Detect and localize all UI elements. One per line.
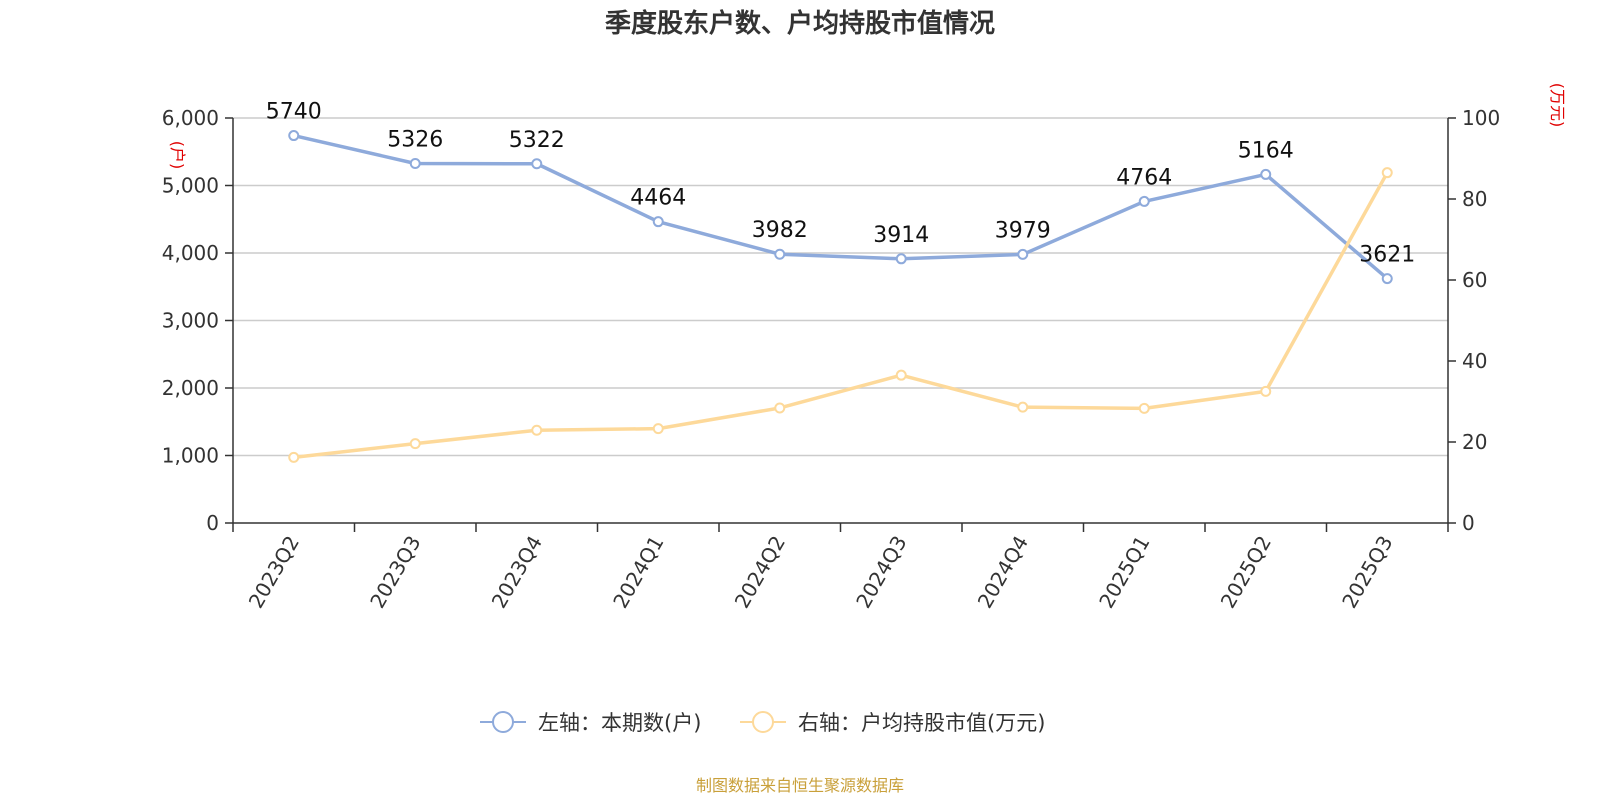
data-label: 5326 bbox=[387, 127, 443, 152]
data-label: 5740 bbox=[266, 100, 322, 125]
legend-item-1[interactable]: 左轴：本期数(户) bbox=[480, 711, 701, 735]
x-axis-tick-label: 2025Q3 bbox=[1337, 532, 1397, 613]
left-axis-tick-label: 5,000 bbox=[162, 174, 219, 198]
right-axis-tick-label: 80 bbox=[1462, 187, 1487, 211]
data-point-1 bbox=[1260, 168, 1272, 180]
data-point-2 bbox=[1381, 167, 1393, 179]
data-label: 3982 bbox=[752, 218, 808, 243]
data-point-2 bbox=[531, 424, 543, 436]
data-point-1 bbox=[774, 248, 786, 260]
data-point-2 bbox=[895, 369, 907, 381]
chart-title: 季度股东户数、户均持股市值情况 bbox=[605, 8, 995, 39]
x-axis-tick-label: 2023Q4 bbox=[487, 532, 547, 613]
data-label: 3914 bbox=[873, 223, 929, 248]
data-point-2 bbox=[1260, 385, 1272, 397]
legend-label: 左轴：本期数(户) bbox=[538, 711, 701, 735]
legend-marker-icon bbox=[492, 711, 514, 733]
right-axis-tick-label: 40 bbox=[1462, 349, 1487, 373]
data-point-1 bbox=[1381, 273, 1393, 285]
data-label: 5322 bbox=[509, 128, 565, 153]
data-point-2 bbox=[288, 451, 300, 463]
series-layer bbox=[288, 130, 1393, 463]
data-label: 3621 bbox=[1359, 243, 1415, 268]
data-label: 3979 bbox=[995, 218, 1051, 243]
gridlines bbox=[233, 117, 1448, 457]
x-axis-tick-label: 2023Q2 bbox=[244, 532, 304, 613]
x-axis-tick-label: 2024Q4 bbox=[973, 532, 1033, 613]
x-axis-tick-label: 2025Q1 bbox=[1094, 532, 1154, 613]
legend[interactable]: 左轴：本期数(户) 右轴：户均持股市值(万元) bbox=[480, 711, 1045, 735]
data-point-1 bbox=[895, 253, 907, 265]
data-point-2 bbox=[1138, 402, 1150, 414]
source-text: 制图数据来自恒生聚源数据库 bbox=[696, 776, 904, 795]
right-axis-tick-label: 100 bbox=[1462, 106, 1500, 130]
data-label: 5164 bbox=[1238, 138, 1294, 163]
left-axis-tick-label: 3,000 bbox=[162, 309, 219, 333]
right-axis-unit: (万元) bbox=[1548, 83, 1567, 128]
left-axis-tick-label: 1,000 bbox=[162, 444, 219, 468]
left-axis-tick-label: 6,000 bbox=[162, 106, 219, 130]
axes: 0 1,000 2,000 3,000 4,000 5,000 6,000 0 20 40 60 80… bbox=[162, 106, 1500, 612]
data-point-1 bbox=[531, 158, 543, 170]
data-point-1 bbox=[1017, 248, 1029, 260]
right-axis-tick-label: 0 bbox=[1462, 511, 1475, 535]
data-point-1 bbox=[288, 130, 300, 142]
x-axis-tick-label: 2024Q3 bbox=[851, 532, 911, 613]
data-label: 4764 bbox=[1116, 165, 1172, 190]
left-axis-tick-label: 4,000 bbox=[162, 241, 219, 265]
left-axis-tick-label: 2,000 bbox=[162, 376, 219, 400]
x-axis-tick-label: 2023Q3 bbox=[365, 532, 425, 613]
data-point-1 bbox=[652, 216, 664, 228]
data-point-2 bbox=[774, 402, 786, 414]
data-label: 4464 bbox=[630, 186, 686, 211]
legend-item-2[interactable]: 右轴：户均持股市值(万元) bbox=[740, 711, 1045, 735]
data-point-2 bbox=[409, 438, 421, 450]
series-line-1 bbox=[293, 133, 1389, 280]
legend-marker-icon bbox=[752, 711, 774, 733]
data-labels: 5740 5326 5322 4464 3982 3914 3979 4764 5164 3621 bbox=[266, 100, 1416, 268]
series-line-2 bbox=[293, 171, 1389, 460]
data-point-1 bbox=[409, 157, 421, 169]
legend-label: 右轴：户均持股市值(万元) bbox=[798, 711, 1045, 735]
data-point-1 bbox=[1138, 195, 1150, 207]
x-axis-tick-label: 2024Q2 bbox=[730, 532, 790, 613]
left-axis-unit: (户) bbox=[168, 141, 187, 170]
data-point-2 bbox=[1017, 401, 1029, 413]
x-axis-tick-label: 2025Q2 bbox=[1216, 532, 1276, 613]
right-axis-tick-label: 60 bbox=[1462, 268, 1487, 292]
data-point-2 bbox=[652, 423, 664, 435]
x-axis-tick-label: 2024Q1 bbox=[608, 532, 668, 613]
right-axis-tick-label: 20 bbox=[1462, 430, 1487, 454]
left-axis-tick-label: 0 bbox=[206, 511, 219, 535]
